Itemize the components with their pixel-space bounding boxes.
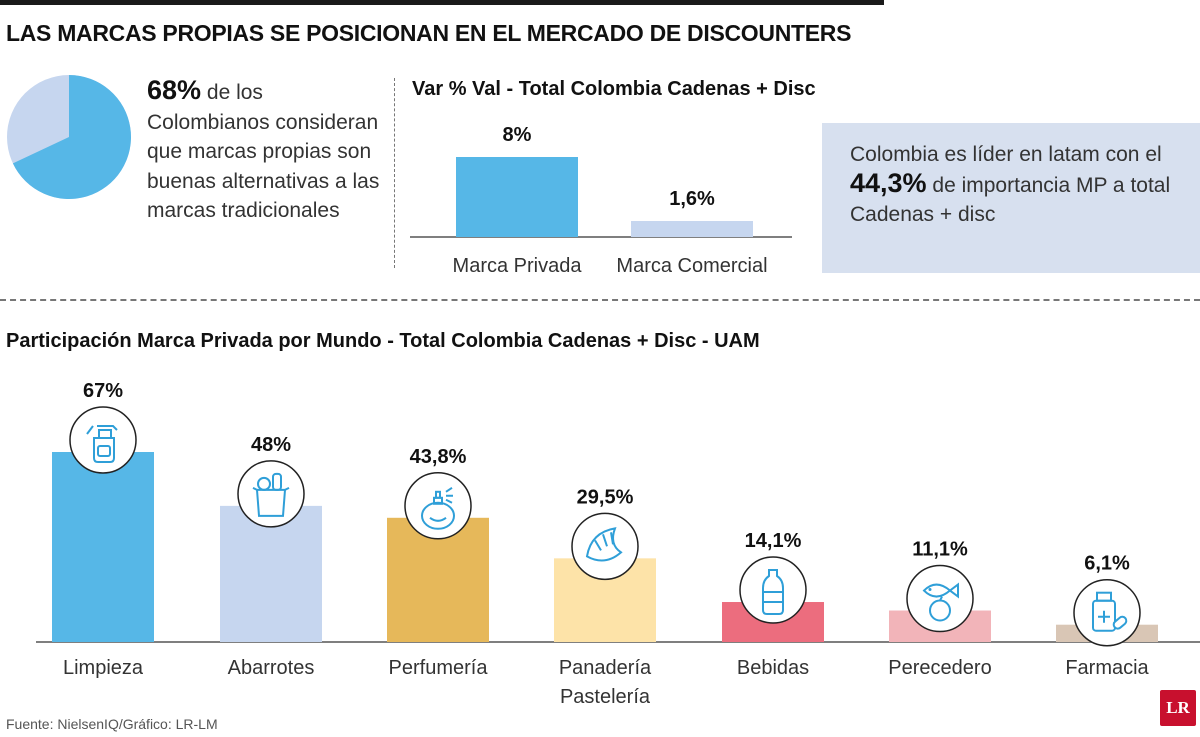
grocery-bag-icon bbox=[237, 460, 305, 528]
spray-bottle-icon bbox=[69, 406, 137, 474]
var-category-label: Marca Privada bbox=[453, 255, 583, 277]
participation-bar-chart: 67% Limpieza 48% Abarrotes 43,8% Perfumería 29… bbox=[36, 380, 1200, 708]
main-bar-value: 6,1% bbox=[1084, 553, 1130, 575]
main-bar-2 bbox=[220, 505, 322, 642]
var-category-label: Marca Comercial bbox=[616, 255, 767, 277]
vertical-divider bbox=[394, 78, 395, 268]
info-value: 44,3% bbox=[850, 168, 927, 198]
top-rule bbox=[0, 0, 884, 5]
main-category-label: Panadería Pastelería bbox=[559, 657, 652, 708]
stat-value: 68% bbox=[147, 75, 202, 105]
var-chart-title: Var % Val - Total Colombia Cadenas + Dis… bbox=[412, 78, 816, 100]
stat-description: de los Colombianos consideran que marcas… bbox=[147, 81, 380, 222]
medicine-icon bbox=[1073, 578, 1141, 647]
croissant-icon bbox=[571, 512, 639, 581]
main-category-label: Abarrotes bbox=[228, 657, 315, 679]
var-bar-chart: 8% Marca Privada 1,6% Marca Comercial bbox=[410, 124, 792, 277]
water-bottle-icon bbox=[739, 556, 807, 624]
participation-chart-title: Participación Marca Privada por Mundo - … bbox=[6, 330, 760, 352]
main-category-label: Perfumería bbox=[389, 657, 489, 679]
info-text-before: Colombia es líder en latam con el bbox=[850, 143, 1162, 166]
main-bar-value: 43,8% bbox=[410, 446, 467, 468]
lr-logo: LR bbox=[1160, 690, 1196, 726]
main-category-label: Limpieza bbox=[63, 657, 144, 679]
var-bar-1 bbox=[456, 157, 578, 237]
main-category-label: Bebidas bbox=[737, 657, 809, 679]
main-bar-value: 11,1% bbox=[912, 539, 968, 561]
info-text-after: de importancia MP a total Cadenas + disc bbox=[850, 174, 1171, 226]
pie-slice-share bbox=[12, 75, 131, 199]
perfume-bottle-icon bbox=[404, 472, 472, 540]
pie-chart bbox=[7, 75, 131, 199]
main-bar-1 bbox=[52, 452, 154, 642]
horizontal-divider bbox=[0, 299, 1200, 301]
stat-text: 68% de los Colombianos consideran que ma… bbox=[147, 75, 387, 226]
var-bar-value: 1,6% bbox=[669, 188, 715, 210]
var-bar-value: 8% bbox=[503, 124, 532, 146]
main-category-label: Perecedero bbox=[888, 657, 991, 679]
info-text: Colombia es líder en latam con el 44,3% … bbox=[850, 140, 1180, 229]
main-bar-value: 29,5% bbox=[577, 486, 634, 508]
page-title: LAS MARCAS PROPIAS SE POSICIONAN EN EL M… bbox=[6, 20, 852, 46]
fish-apple-icon bbox=[906, 564, 974, 633]
main-bar-value: 67% bbox=[83, 380, 123, 402]
main-bar-value: 14,1% bbox=[745, 530, 802, 552]
var-bar-2 bbox=[631, 221, 753, 237]
info-box: Colombia es líder en latam con el 44,3% … bbox=[822, 123, 1200, 273]
main-category-label: Farmacia bbox=[1065, 657, 1149, 679]
main-bar-value: 48% bbox=[251, 434, 291, 456]
source-note: Fuente: NielsenIQ/Gráfico: LR-LM bbox=[6, 716, 218, 732]
